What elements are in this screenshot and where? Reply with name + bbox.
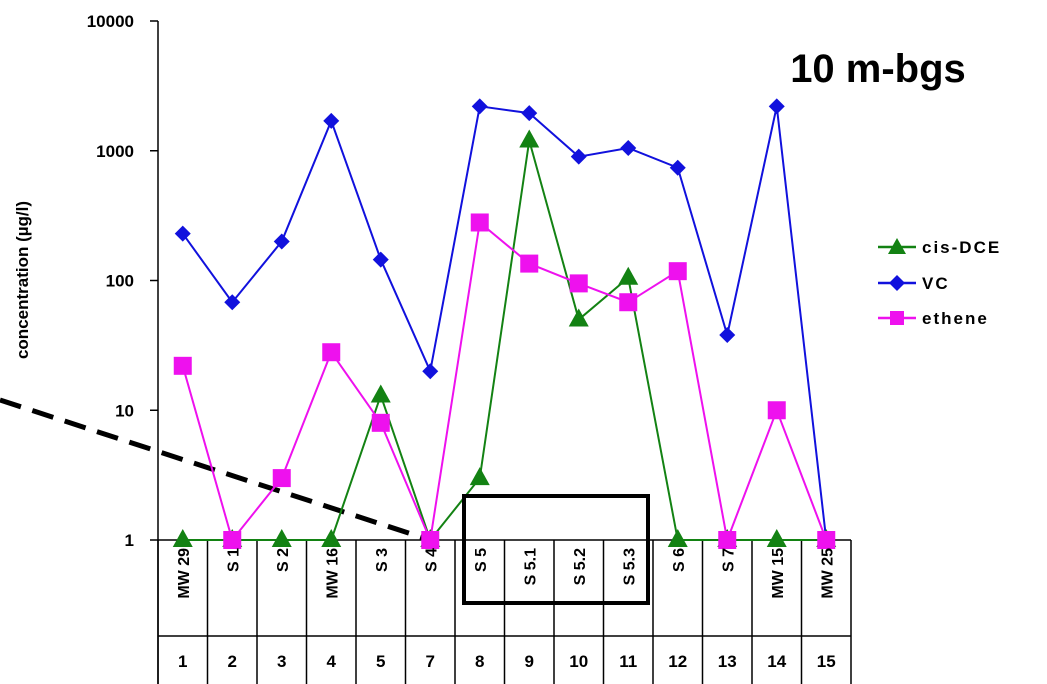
point-ethene [470, 213, 489, 232]
legend: cis-DCE VC ethene [878, 238, 1001, 328]
x-tick-label: S 1 [225, 548, 242, 572]
point-vc [719, 327, 736, 344]
point-ethene [371, 413, 390, 432]
point-cis-dce [172, 529, 193, 547]
point-ethene [272, 469, 291, 488]
series-layer [172, 98, 837, 549]
x-category-number: 12 [668, 652, 687, 671]
x-tick-label: S 5 [473, 548, 490, 572]
legend-label-ethene: ethene [922, 309, 989, 328]
y-tick-label: 1 [125, 531, 134, 550]
y-tick-label: 100 [106, 272, 134, 291]
x-category-number: 10 [569, 652, 588, 671]
point-vc [422, 363, 439, 380]
point-ethene [767, 401, 786, 420]
point-ethene [817, 531, 836, 549]
point-ethene [569, 274, 588, 293]
y-tick-label: 1000 [96, 142, 134, 161]
x-tick-label: MW 29 [176, 548, 193, 599]
point-cis-dce [667, 529, 688, 547]
point-cis-dce [370, 384, 391, 403]
x-category-number: 9 [525, 652, 534, 671]
x-tick-label: S 4 [423, 548, 440, 572]
x-category-number: 2 [228, 652, 237, 671]
x-category-number: 1 [178, 652, 187, 671]
x-category-number: 5 [376, 652, 385, 671]
x-tick-label: S 5.1 [522, 548, 539, 585]
legend-label-cis-dce: cis-DCE [922, 238, 1001, 257]
y-tick-label: 10000 [87, 12, 134, 31]
series-line-ethene [181, 220, 828, 544]
point-vc [768, 98, 785, 115]
y-axis-label: concentration (µg/l) [13, 201, 32, 359]
point-cis-dce [271, 529, 292, 547]
point-ethene [668, 262, 687, 281]
x-category-number: 11 [619, 652, 637, 671]
x-tick-label: S 7 [720, 548, 737, 572]
x-category-number: 7 [426, 652, 435, 671]
point-cis-dce [519, 129, 540, 148]
point-vc [174, 225, 191, 242]
x-tick-label: MW 25 [819, 548, 836, 599]
x-category-number: 13 [718, 652, 737, 671]
x-category-number: 8 [475, 652, 484, 671]
point-ethene [223, 531, 242, 549]
point-ethene [619, 293, 638, 312]
y-tick-label: 10 [115, 401, 134, 420]
point-cis-dce [469, 467, 490, 486]
point-vc [323, 112, 340, 129]
x-tick-label: MW 15 [770, 548, 787, 599]
point-vc [273, 233, 290, 250]
point-vc [372, 251, 389, 268]
point-cis-dce [766, 529, 787, 547]
series-line-vc [181, 105, 828, 541]
label-layer: MW 29 1 S 1 2 S 2 3 MW 16 4 S 3 5 S 4 7 S 5 8 S 5.1 9 S … [176, 548, 837, 671]
point-ethene [718, 531, 737, 549]
highlight-box [462, 494, 650, 605]
x-tick-label: MW 16 [324, 548, 341, 599]
point-vc [669, 159, 686, 176]
x-tick-label: S 2 [275, 548, 292, 572]
x-category-number: 15 [817, 652, 836, 671]
x-category-number: 3 [277, 652, 286, 671]
point-ethene [421, 531, 440, 549]
point-cis-dce [321, 529, 342, 547]
x-tick-label: S 6 [671, 548, 688, 572]
point-ethene [520, 254, 539, 273]
table-grid [157, 539, 852, 684]
y-axis: 1 10 100 1000 10000 [87, 12, 159, 684]
annotation-layer [0, 397, 431, 543]
x-tick-label: S 3 [374, 548, 391, 572]
point-cis-dce [568, 308, 589, 327]
point-vc [224, 294, 241, 311]
x-tick-label: S 5.2 [572, 548, 589, 585]
point-ethene [322, 343, 341, 362]
x-tick-label: S 5.3 [621, 548, 638, 585]
legend-marker-cis-dce [888, 238, 906, 254]
chart-title: 10 m-bgs [790, 47, 966, 91]
x-category-number: 14 [767, 652, 786, 671]
dashed-trend-line [0, 397, 431, 543]
point-vc [521, 105, 538, 122]
point-ethene [173, 356, 192, 375]
x-category-number: 4 [327, 652, 337, 671]
point-vc [471, 98, 488, 115]
point-vc [570, 148, 587, 165]
point-cis-dce [618, 266, 639, 285]
legend-marker-vc [889, 275, 905, 291]
point-vc [620, 140, 637, 157]
legend-label-vc: VC [922, 274, 950, 293]
legend-marker-ethene [890, 311, 904, 325]
